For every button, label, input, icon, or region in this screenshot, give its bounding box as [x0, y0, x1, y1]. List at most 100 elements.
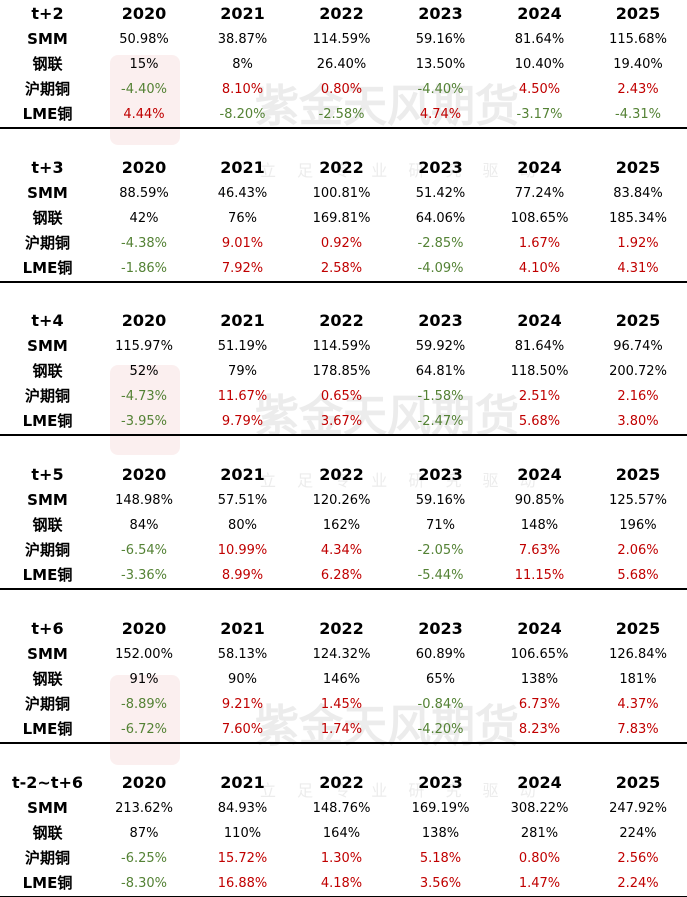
row-label: LME铜: [22, 105, 73, 123]
data-row: 钢联 52% 79% 178.85% 64.81% 118.50% 200.72%: [0, 359, 687, 384]
data-row: 沪期铜 -4.38% 9.01% 0.92% -2.85% 1.67% 1.92%: [0, 231, 687, 256]
header-cell: 2024: [517, 465, 562, 485]
value-cell: 10.40%: [514, 57, 565, 72]
header-cell: t+4: [31, 311, 64, 331]
value-cell: 90%: [228, 671, 257, 687]
header-cell: 2020: [121, 311, 167, 331]
row-label: 沪期铜: [24, 387, 70, 406]
header-cell: t+2: [31, 4, 64, 23]
watermark-seal: [110, 675, 180, 765]
value-cell: 26.40%: [316, 57, 367, 72]
row-label: 沪期铜: [24, 694, 70, 713]
value-cell: 0.80%: [518, 850, 561, 866]
value-cell: 4.18%: [320, 875, 363, 891]
value-cell: 7.83%: [617, 721, 659, 737]
value-cell: 64.81%: [415, 364, 466, 380]
value-cell: 81.64%: [514, 32, 565, 47]
watermark-seal: [110, 365, 180, 455]
header-cell: 2021: [220, 618, 265, 638]
value-cell: 59.92%: [415, 339, 466, 355]
value-cell: -4.73%: [121, 389, 167, 405]
header-row: t+2 2020 2021 2022 2023 2024 2025: [0, 0, 687, 27]
value-cell: 1.67%: [518, 235, 561, 251]
value-cell: 2.16%: [617, 389, 659, 405]
header-cell: 2022: [319, 311, 364, 331]
value-cell: 7.92%: [221, 260, 264, 276]
row-label: LME铜: [22, 719, 73, 738]
value-cell: 5.68%: [617, 568, 659, 584]
row-label: SMM: [27, 337, 68, 356]
value-cell: -5.44%: [417, 568, 464, 584]
value-cell: 4.31%: [617, 260, 659, 276]
header-cell: 2022: [319, 465, 364, 485]
value-cell: 57.51%: [217, 493, 268, 509]
data-row: 钢联 15% 8% 26.40% 13.50% 10.40% 19.40%: [0, 52, 687, 77]
header-cell: 2025: [615, 465, 661, 485]
value-cell: 87%: [129, 825, 159, 841]
value-cell: 60.89%: [415, 646, 466, 662]
value-cell: 4.50%: [518, 82, 561, 97]
data-row: SMM 213.62% 84.93% 148.76% 169.19% 308.22% 247…: [0, 796, 687, 821]
value-cell: 115.68%: [609, 32, 667, 47]
data-row: 钢联 87% 110% 164% 138% 281% 224%: [0, 821, 687, 846]
value-cell: 9.79%: [221, 414, 264, 430]
header-cell: 2022: [319, 618, 364, 638]
value-cell: 1.92%: [617, 235, 659, 251]
value-cell: 46.43%: [217, 185, 268, 201]
value-cell: 71%: [426, 518, 455, 534]
value-cell: -4.20%: [417, 721, 464, 737]
value-cell: 84%: [129, 518, 159, 534]
value-cell: -4.09%: [417, 260, 464, 276]
header-cell: 2025: [615, 772, 661, 792]
header-cell: 2021: [220, 311, 265, 331]
value-cell: 2.58%: [320, 260, 363, 276]
header-row: t+3 2020 2021 2022 2023 2024 2025: [0, 154, 687, 181]
value-cell: 51.19%: [217, 339, 268, 355]
value-cell: 4.37%: [617, 696, 659, 712]
value-cell: -2.58%: [318, 107, 365, 122]
value-cell: 138%: [421, 825, 460, 841]
value-cell: -3.36%: [121, 568, 167, 584]
row-label: 钢联: [32, 669, 63, 688]
value-cell: -8.89%: [121, 696, 167, 712]
header-cell: 2025: [615, 311, 661, 331]
value-cell: 181%: [619, 671, 657, 687]
header-cell: 2023: [418, 157, 463, 177]
row-label: 沪期铜: [24, 80, 70, 98]
header-cell: 2024: [517, 311, 562, 331]
header-cell: t-2~t+6: [11, 772, 83, 792]
value-cell: 8.23%: [518, 721, 561, 737]
header-cell: 2023: [418, 311, 463, 331]
data-row: SMM 88.59% 46.43% 100.81% 51.42% 77.24% 83.84%: [0, 181, 687, 206]
data-row: LME铜 -1.86% 7.92% 2.58% -4.09% 4.10% 4.31%: [0, 256, 687, 283]
value-cell: 3.80%: [617, 414, 659, 430]
value-cell: 162%: [322, 518, 361, 534]
header-row: t+6 2020 2021 2022 2023 2024 2025: [0, 615, 687, 642]
value-cell: 148.76%: [312, 800, 371, 816]
row-label: 钢联: [32, 55, 63, 73]
data-row: 钢联 84% 80% 162% 71% 148% 196%: [0, 513, 687, 538]
data-row: 沪期铜 -8.89% 9.21% 1.45% -0.84% 6.73% 4.37%: [0, 692, 687, 717]
header-cell: 2021: [220, 465, 265, 485]
row-label: LME铜: [22, 873, 73, 892]
value-cell: 8.10%: [221, 82, 264, 97]
value-cell: 91%: [129, 671, 159, 687]
value-cell: -1.86%: [121, 260, 167, 276]
value-cell: 114.59%: [312, 32, 371, 47]
value-cell: 77.24%: [514, 185, 565, 201]
value-cell: 4.10%: [518, 260, 561, 276]
data-row: 沪期铜 -4.40% 8.10% 0.80% -4.40% 4.50% 2.43%: [0, 77, 687, 102]
value-cell: 2.56%: [617, 850, 659, 866]
value-cell: 185.34%: [609, 210, 667, 226]
header-row: t+4 2020 2021 2022 2023 2024 2025: [0, 307, 687, 334]
value-cell: 196%: [619, 518, 657, 534]
value-cell: -3.17%: [516, 107, 563, 122]
value-cell: 108.65%: [510, 210, 569, 226]
data-row: SMM 152.00% 58.13% 124.32% 60.89% 106.65% 126.…: [0, 642, 687, 667]
data-row: LME铜 -6.72% 7.60% 1.74% -4.20% 8.23% 7.83%: [0, 717, 687, 744]
value-cell: 10.99%: [217, 543, 268, 559]
row-label: LME铜: [22, 258, 73, 277]
value-cell: 15.72%: [217, 850, 268, 866]
value-cell: 1.30%: [320, 850, 363, 866]
value-cell: 0.92%: [320, 235, 363, 251]
